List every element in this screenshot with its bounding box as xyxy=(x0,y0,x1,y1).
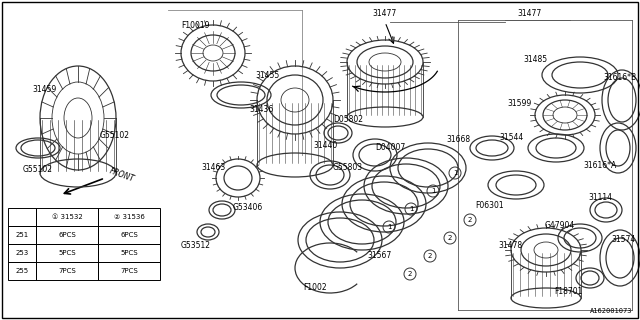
Text: 7PCS: 7PCS xyxy=(120,268,138,274)
Text: 2: 2 xyxy=(448,235,452,241)
Text: 5PCS: 5PCS xyxy=(120,250,138,256)
Text: F10019: F10019 xyxy=(180,20,209,29)
Text: D04007: D04007 xyxy=(375,143,405,153)
Text: 31436: 31436 xyxy=(250,106,274,115)
Text: 31440: 31440 xyxy=(314,140,338,149)
Text: 31616*A: 31616*A xyxy=(584,161,616,170)
Text: G55803: G55803 xyxy=(333,164,363,172)
Text: ① 31532: ① 31532 xyxy=(52,214,83,220)
Text: 31478: 31478 xyxy=(498,241,522,250)
Text: 31616*B: 31616*B xyxy=(604,74,637,83)
Bar xyxy=(98,244,160,262)
Text: 31574: 31574 xyxy=(612,236,636,244)
Text: G55102: G55102 xyxy=(100,131,130,140)
Text: 1: 1 xyxy=(387,224,391,230)
Text: 31477: 31477 xyxy=(518,9,542,18)
Bar xyxy=(8,208,36,226)
Bar xyxy=(36,226,98,244)
Bar xyxy=(8,244,36,262)
Text: G53406: G53406 xyxy=(233,204,263,212)
Text: 2: 2 xyxy=(428,253,432,259)
Text: 31544: 31544 xyxy=(500,133,524,142)
Bar xyxy=(36,262,98,280)
Bar xyxy=(8,262,36,280)
Text: 253: 253 xyxy=(15,250,29,256)
Text: 31599: 31599 xyxy=(508,99,532,108)
Text: G55102: G55102 xyxy=(23,165,53,174)
Text: 31477: 31477 xyxy=(373,9,397,18)
Text: G47904: G47904 xyxy=(545,220,575,229)
Text: D05802: D05802 xyxy=(333,116,363,124)
Text: F1002: F1002 xyxy=(303,284,327,292)
Text: 31485: 31485 xyxy=(523,55,547,65)
Text: 5PCS: 5PCS xyxy=(58,250,76,256)
Text: 31463: 31463 xyxy=(202,164,226,172)
Text: 251: 251 xyxy=(15,232,29,238)
Bar xyxy=(98,262,160,280)
Bar xyxy=(36,244,98,262)
Text: 31668: 31668 xyxy=(446,135,470,145)
Text: 6PCS: 6PCS xyxy=(58,232,76,238)
Text: 31459: 31459 xyxy=(33,85,57,94)
Text: FRONT: FRONT xyxy=(108,166,136,184)
Text: F06301: F06301 xyxy=(476,201,504,210)
Bar xyxy=(98,226,160,244)
Text: 31567: 31567 xyxy=(368,251,392,260)
Text: ② 31536: ② 31536 xyxy=(113,214,145,220)
Text: 255: 255 xyxy=(15,268,29,274)
Text: 6PCS: 6PCS xyxy=(120,232,138,238)
Text: 2: 2 xyxy=(408,271,412,277)
Bar xyxy=(98,208,160,226)
Text: 1: 1 xyxy=(431,188,435,194)
Text: A162001073: A162001073 xyxy=(589,308,632,314)
Text: 1: 1 xyxy=(409,206,413,212)
Text: 2: 2 xyxy=(468,217,472,223)
Bar xyxy=(8,226,36,244)
Text: 7PCS: 7PCS xyxy=(58,268,76,274)
Text: 31114: 31114 xyxy=(588,194,612,203)
Text: 31455: 31455 xyxy=(256,70,280,79)
Text: F18701: F18701 xyxy=(554,287,582,297)
Text: 1: 1 xyxy=(452,170,457,176)
Bar xyxy=(36,208,98,226)
Text: G53512: G53512 xyxy=(181,241,211,250)
